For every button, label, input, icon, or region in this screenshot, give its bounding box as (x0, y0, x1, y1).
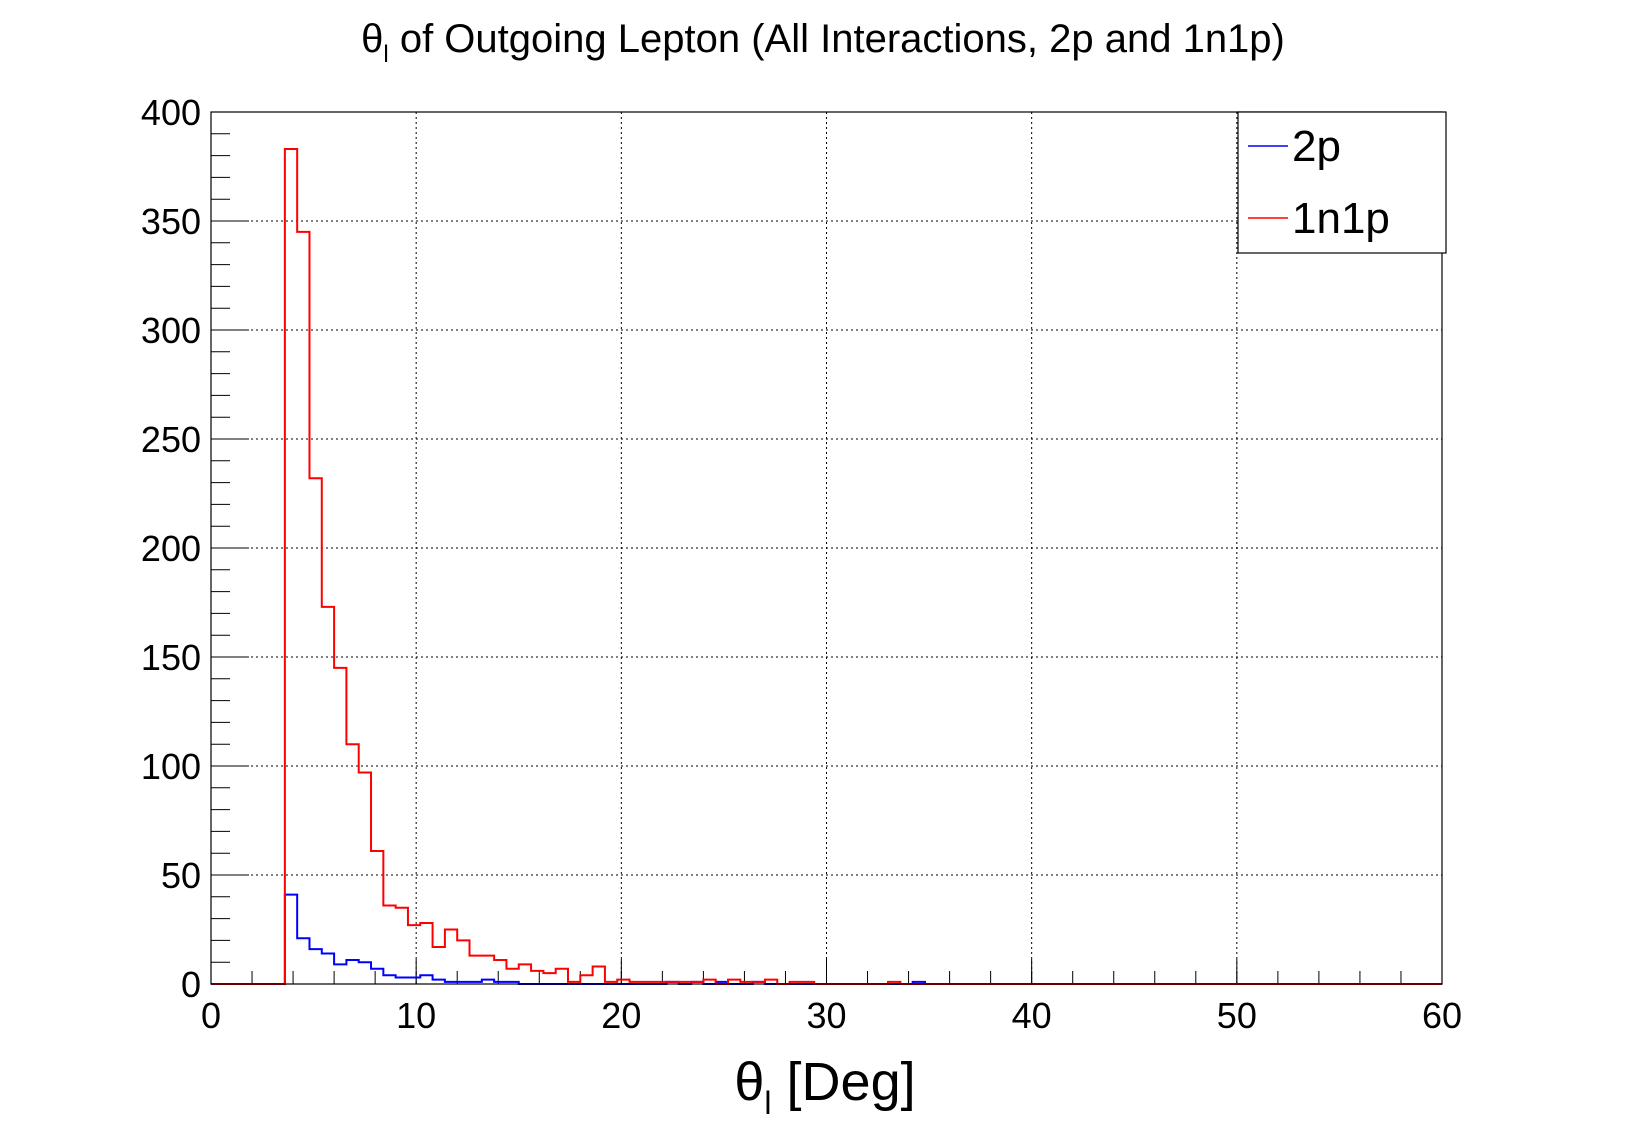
y-tick-label: 250 (141, 419, 201, 460)
grid-lines (211, 112, 1442, 984)
legend-box (1237, 111, 1447, 254)
y-tick-label: 400 (141, 92, 201, 133)
plot-frame (210, 111, 1443, 985)
y-tick-label: 300 (141, 310, 201, 351)
legend-label-2p: 2p (1292, 122, 1341, 171)
legend: 2p 1n1p (1237, 111, 1447, 254)
x-tick-label: 40 (1012, 995, 1052, 1036)
chart-title: θl of Outgoing Lepton (All Interactions,… (361, 17, 1285, 68)
x-tick-label: 10 (396, 995, 436, 1036)
x-tick-label: 50 (1217, 995, 1257, 1036)
x-tick-label: 60 (1422, 995, 1462, 1036)
y-tick-label: 0 (181, 964, 201, 1005)
legend-label-1n1p: 1n1p (1292, 194, 1390, 243)
x-tick-label: 30 (806, 995, 846, 1036)
tick-labels: 0 10 20 30 40 50 60 0 50 100 150 200 250 300 350 400 (141, 92, 1462, 1036)
y-tick-label: 50 (161, 855, 201, 896)
y-tick-label: 150 (141, 637, 201, 678)
y-tick-label: 350 (141, 201, 201, 242)
y-tick-label: 100 (141, 746, 201, 787)
x-axis-title: θl [Deg] (734, 1052, 915, 1121)
y-tick-label: 200 (141, 528, 201, 569)
x-tick-label: 20 (601, 995, 641, 1036)
x-tick-label: 0 (201, 995, 221, 1036)
